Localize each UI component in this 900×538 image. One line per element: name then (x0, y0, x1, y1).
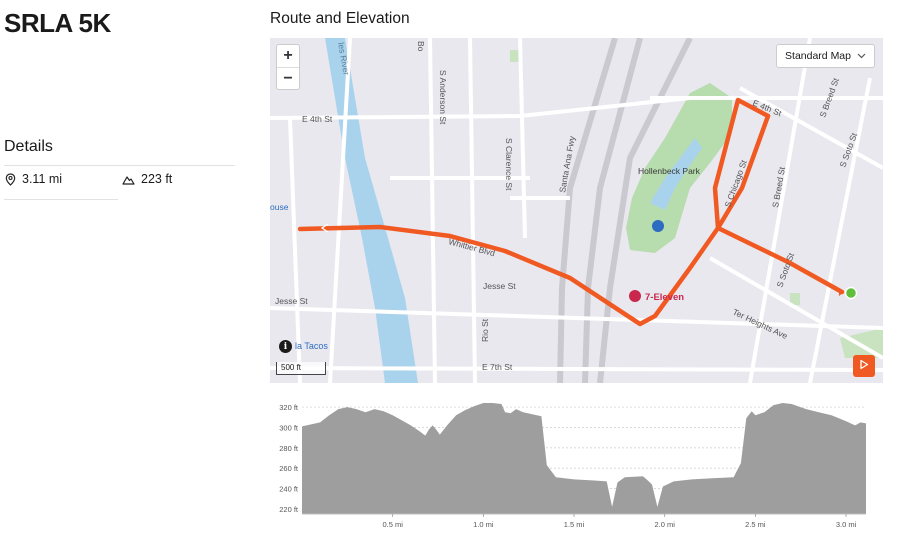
label-e4th-west: E 4th St (302, 114, 333, 124)
elevation-y-tick-label: 300 ft (279, 423, 299, 432)
route-line (297, 97, 845, 327)
route-map[interactable]: E 4th St E 4th St E 7th St Jesse St Jess… (270, 38, 883, 383)
map-scale-bar: 500 ft (276, 362, 326, 375)
info-icon[interactable]: i (279, 340, 292, 353)
elevation-gain-value: 223 ft (141, 172, 173, 186)
elevation-x-tick-label: 3.0 mi (836, 520, 857, 529)
distance-value: 3.11 mi (22, 172, 63, 186)
label-la-tacos: la Tacos (295, 341, 328, 351)
elevation-profile-area (302, 403, 866, 514)
elevation-y-tick-label: 320 ft (279, 403, 299, 412)
chevron-down-icon (857, 50, 866, 62)
distance-stat: 3.11 mi (5, 172, 62, 186)
elevation-x-tick-label: 1.0 mi (473, 520, 494, 529)
park-pin (652, 220, 664, 232)
zoom-out-button[interactable]: − (283, 70, 293, 87)
elevation-y-tick-label: 240 ft (279, 485, 299, 494)
route-elevation-heading: Route and Elevation (270, 10, 410, 27)
street-grid (270, 38, 883, 383)
map-canvas[interactable]: E 4th St E 4th St E 7th St Jesse St Jess… (270, 38, 883, 383)
zoom-control: + − (276, 44, 300, 90)
label-seven-eleven: 7-Eleven (645, 292, 684, 303)
route-direction-arrow (320, 223, 329, 233)
label-jesse-east: Jesse St (483, 281, 516, 291)
la-river (325, 38, 418, 383)
elevation-x-tick-label: 1.5 mi (564, 520, 585, 529)
label-anderson: S Anderson St (438, 70, 448, 125)
elevation-y-tick-label: 260 ft (279, 464, 299, 473)
label-hollenbeck: Hollenbeck Park (638, 166, 701, 176)
details-divider-bottom (4, 199, 118, 200)
label-house-partial: ouse (270, 202, 289, 212)
details-heading: Details (4, 138, 53, 155)
mountain-icon (122, 174, 135, 185)
elevation-x-tick-label: 0.5 mi (382, 520, 403, 529)
label-clarence: S Clarence St (504, 138, 514, 191)
play-icon (859, 357, 869, 375)
label-rio: Rio St (480, 318, 490, 342)
elevation-y-tick-label: 280 ft (279, 444, 299, 453)
location-pin-icon (5, 172, 16, 186)
page-title: SRLA 5K (4, 8, 111, 38)
elevation-chart: 320 ft 300 ft 280 ft 260 ft 240 ft 220 ft 0.5 … (279, 403, 866, 529)
map-style-label: Standard Map (785, 50, 851, 62)
label-jesse-west: Jesse St (275, 296, 308, 306)
park-lake (650, 138, 702, 210)
seven-eleven-pin (629, 290, 641, 302)
label-bo-partial: Bo (416, 41, 426, 52)
finish-flag-marker (839, 288, 844, 296)
zoom-divider (277, 67, 299, 68)
elevation-gain-stat: 223 ft (122, 172, 172, 186)
details-divider-top (4, 165, 235, 166)
elevation-x-tick-label: 2.5 mi (745, 520, 766, 529)
elevation-x-tick-label: 2.0 mi (654, 520, 675, 529)
expand-map-button[interactable] (853, 355, 875, 377)
map-style-dropdown[interactable]: Standard Map (776, 44, 875, 68)
zoom-in-button[interactable]: + (283, 47, 293, 64)
start-marker (844, 286, 858, 300)
elevation-y-tick-label: 220 ft (279, 505, 299, 514)
park-patch-right (790, 293, 800, 305)
label-e7th: E 7th St (482, 362, 513, 372)
